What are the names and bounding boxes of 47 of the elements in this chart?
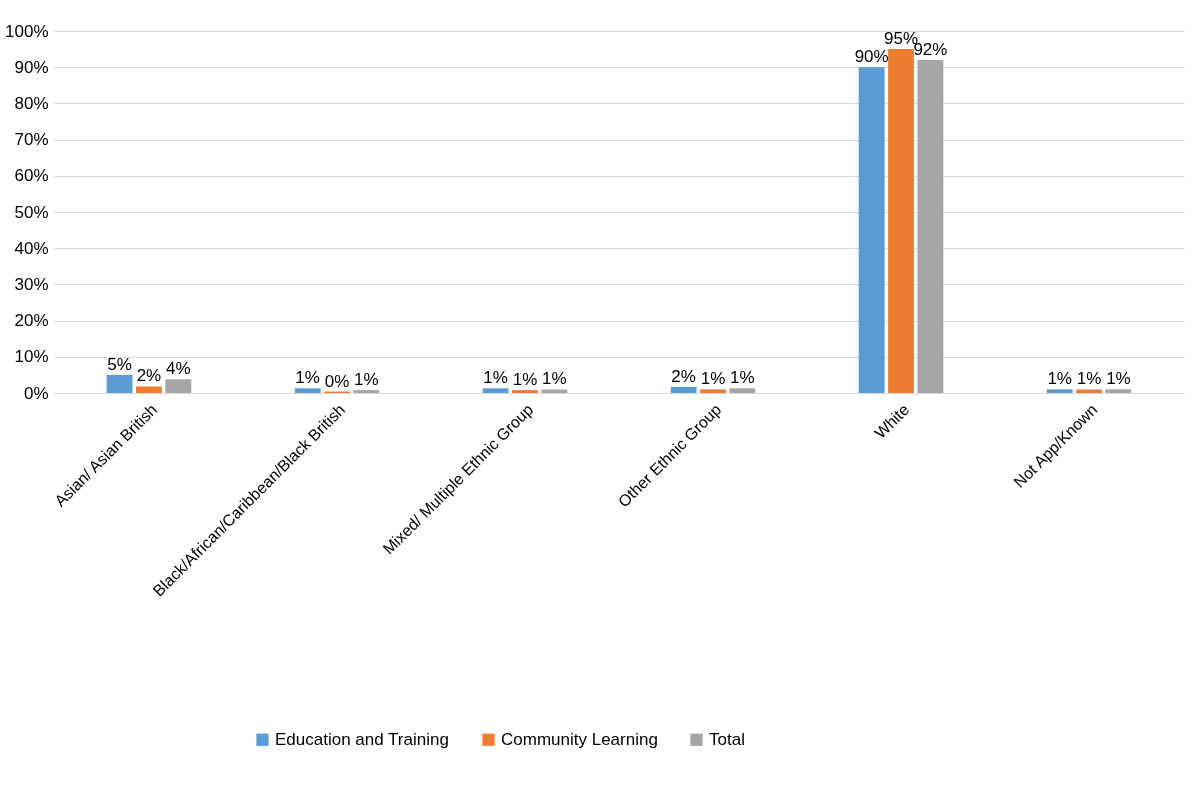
data-label: 1% <box>483 368 508 388</box>
legend-label: Total <box>709 729 745 749</box>
bar <box>294 388 321 393</box>
data-label: 1% <box>542 369 567 389</box>
bar <box>106 374 133 393</box>
data-label: 1% <box>700 369 726 389</box>
legend-label: Community Learning <box>501 729 658 749</box>
bar <box>729 388 756 393</box>
bar <box>512 390 538 393</box>
bar <box>353 390 380 393</box>
data-label: 5% <box>107 354 132 374</box>
data-label: 1% <box>512 370 538 390</box>
y-tick-label: 50% <box>14 202 49 222</box>
data-label: 1% <box>730 368 755 388</box>
y-tick-label: 20% <box>14 311 49 331</box>
y-tick-label: 70% <box>14 130 49 150</box>
bar <box>1046 389 1073 393</box>
data-label: 1% <box>1106 369 1131 389</box>
data-label: 1% <box>1076 369 1102 389</box>
bar <box>700 389 726 393</box>
bar <box>541 389 568 393</box>
data-label: 0% <box>324 371 350 391</box>
y-tick-label: 10% <box>14 347 49 367</box>
data-label: 1% <box>295 368 320 388</box>
bar <box>136 386 162 393</box>
bar <box>165 379 192 393</box>
bar <box>917 59 944 393</box>
y-tick-label: 30% <box>14 274 49 294</box>
legend-label: Education and Training <box>275 729 449 749</box>
y-tick-label: 60% <box>14 166 49 186</box>
y-tick-label: 0% <box>23 383 49 403</box>
data-label: 1% <box>1047 369 1072 389</box>
data-label: 4% <box>166 359 191 379</box>
data-label: 2% <box>136 366 162 386</box>
y-tick-label: 80% <box>14 93 49 113</box>
bar <box>888 49 914 393</box>
data-label: 90% <box>854 47 889 67</box>
y-tick-label: 90% <box>14 57 49 77</box>
bar <box>1076 389 1102 393</box>
bar <box>482 388 509 393</box>
bar <box>1105 389 1132 393</box>
y-tick-label: 40% <box>14 238 49 258</box>
bar <box>670 386 697 393</box>
data-label: 2% <box>671 366 696 386</box>
data-label: 1% <box>354 370 379 390</box>
y-tick-label: 100% <box>5 21 49 41</box>
bar <box>858 67 885 393</box>
